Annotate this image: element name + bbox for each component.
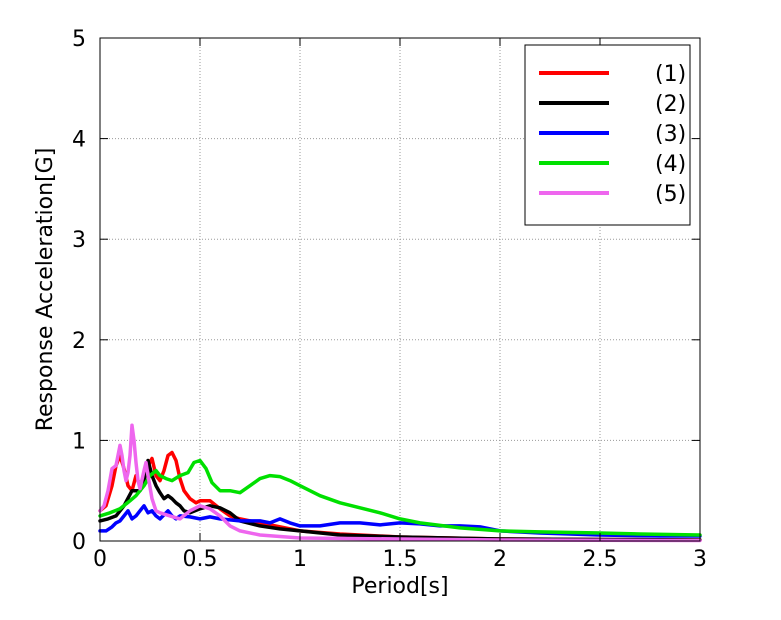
grid-lines: [100, 38, 700, 541]
y-tick-label: 1: [72, 429, 86, 454]
legend-label-4: (4): [655, 152, 686, 177]
x-tick-label: 0.5: [183, 547, 218, 572]
x-tick-label: 3: [693, 547, 707, 572]
series-line-5: [98, 423, 702, 543]
y-tick-label: 5: [72, 27, 86, 52]
x-tick-label: 0: [93, 547, 107, 572]
x-tick-label: 1: [293, 547, 307, 572]
x-tick-label: 2.5: [583, 547, 618, 572]
y-tick-label: 3: [72, 228, 86, 253]
x-axis-label: Period[s]: [351, 574, 448, 599]
axis-ticks: 0 0.5 1 1.5 2 2.5 3 0 1 2 3 4 5: [72, 27, 707, 572]
legend-label-2: (2): [655, 92, 686, 117]
legend-label-1: (1): [655, 62, 686, 87]
series-layer: [98, 423, 702, 543]
x-tick-label: 1.5: [383, 547, 418, 572]
series-line-4: [98, 458, 702, 537]
legend-label-5: (5): [655, 182, 686, 207]
y-tick-label: 2: [72, 329, 86, 354]
y-tick-label: 4: [72, 128, 86, 153]
y-tick-label: 0: [72, 530, 86, 555]
legend-label-3: (3): [655, 122, 686, 147]
legend: (1) (2) (3) (4) (5): [524, 44, 691, 226]
x-tick-label: 2: [493, 547, 507, 572]
y-axis-label: Response Acceleration[G]: [33, 148, 58, 432]
